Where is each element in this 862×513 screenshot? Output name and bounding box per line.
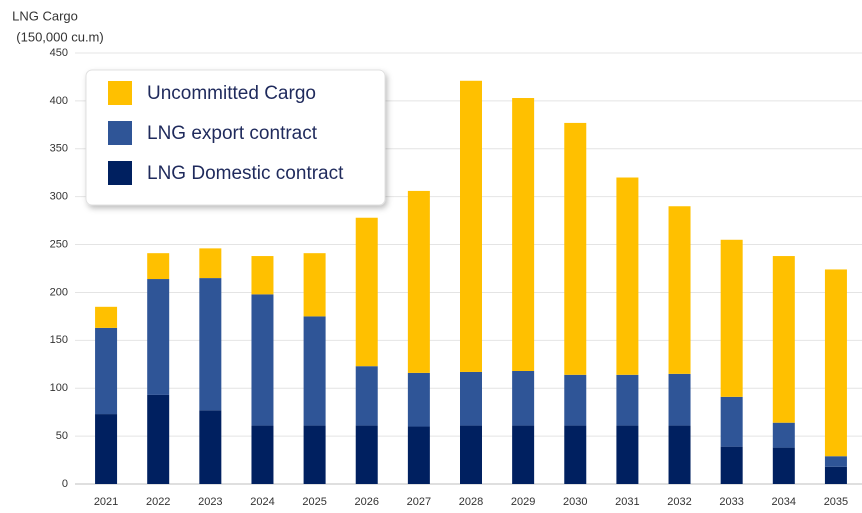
y-tick-label: 150 — [50, 334, 68, 346]
legend-swatch — [108, 81, 132, 105]
bar-segment — [616, 177, 639, 375]
x-tick-label: 2030 — [563, 496, 587, 508]
x-tick-label: 2024 — [250, 496, 274, 508]
legend-label: Uncommitted Cargo — [147, 83, 316, 104]
bar-segment — [720, 446, 743, 484]
bar-segment — [460, 80, 482, 372]
bar-segment — [772, 447, 795, 484]
y-tick-label: 100 — [50, 382, 68, 394]
bar-segment — [303, 316, 326, 426]
bar-segment — [251, 425, 274, 484]
x-tick-label: 2023 — [198, 496, 222, 508]
x-tick-label: 2032 — [667, 496, 691, 508]
x-tick-label: 2029 — [511, 496, 535, 508]
y-axis-label: LNG Cargo — [12, 8, 78, 23]
bar-segment — [199, 410, 222, 484]
bar-segment — [824, 466, 847, 484]
bar-segment — [147, 253, 170, 280]
x-tick-label: 2034 — [772, 496, 796, 508]
x-tick-label: 2035 — [824, 496, 848, 508]
bar-segment — [772, 256, 795, 423]
bar-segment — [355, 366, 378, 426]
y-tick-label: 400 — [50, 95, 68, 107]
bar-segment — [824, 456, 847, 467]
bar-segment — [355, 217, 378, 367]
x-tick-label: 2028 — [459, 496, 483, 508]
legend-label: LNG Domestic contract — [147, 163, 344, 184]
y-axis-label: (150,000 cu.m) — [16, 29, 103, 44]
bar-segment — [303, 253, 326, 317]
legend-swatch — [108, 161, 132, 185]
x-tick-label: 2025 — [302, 496, 326, 508]
bar-segment — [668, 206, 691, 374]
bar-segment — [824, 269, 847, 457]
bar-segment — [147, 279, 170, 395]
legend: Uncommitted Cargo LNG export contract LNG … — [85, 69, 386, 206]
bar-segment — [95, 327, 118, 415]
x-tick-label: 2026 — [354, 496, 378, 508]
bar-segment — [147, 394, 170, 484]
bar-segment — [460, 371, 482, 426]
legend-box — [85, 69, 386, 206]
bar-segment — [668, 425, 691, 484]
bar-segment — [616, 425, 639, 484]
x-tick-label: 2033 — [719, 496, 743, 508]
bar-segment — [251, 294, 274, 426]
bar-segment — [512, 98, 535, 371]
y-tick-label: 50 — [56, 430, 68, 442]
bar-segment — [199, 248, 222, 279]
bar-segment — [303, 425, 326, 484]
bar-segment — [199, 278, 222, 411]
bar-segment — [720, 239, 743, 397]
bar-segment — [95, 306, 118, 328]
bar-segment — [95, 414, 118, 484]
legend-label: LNG export contract — [147, 123, 318, 144]
bar-segment — [564, 425, 587, 484]
y-tick-label: 350 — [50, 143, 68, 155]
x-tick-label: 2027 — [407, 496, 431, 508]
bar-segment — [668, 373, 691, 426]
bar-segment — [251, 256, 274, 295]
bar-segment — [407, 190, 430, 373]
x-tick-label: 2022 — [146, 496, 170, 508]
x-tick-label: 2031 — [615, 496, 639, 508]
bar-segment — [407, 372, 430, 427]
bar-segment — [355, 425, 378, 484]
bar-segment — [512, 425, 535, 484]
y-tick-label: 200 — [50, 286, 68, 298]
y-tick-label: 300 — [50, 191, 68, 203]
bar-segment — [564, 122, 587, 375]
x-tick-label: 2021 — [94, 496, 118, 508]
bar-segment — [720, 396, 743, 447]
legend-swatch — [108, 121, 132, 145]
y-tick-label: 450 — [50, 47, 68, 59]
bar-segment — [772, 422, 795, 448]
y-tick-label: 250 — [50, 238, 68, 250]
bar-segment — [564, 374, 587, 426]
bar-segment — [616, 374, 639, 426]
bar-segment — [460, 425, 482, 484]
y-tick-label: 0 — [62, 478, 68, 490]
bar-segment — [512, 370, 535, 426]
bar-segment — [407, 426, 430, 484]
